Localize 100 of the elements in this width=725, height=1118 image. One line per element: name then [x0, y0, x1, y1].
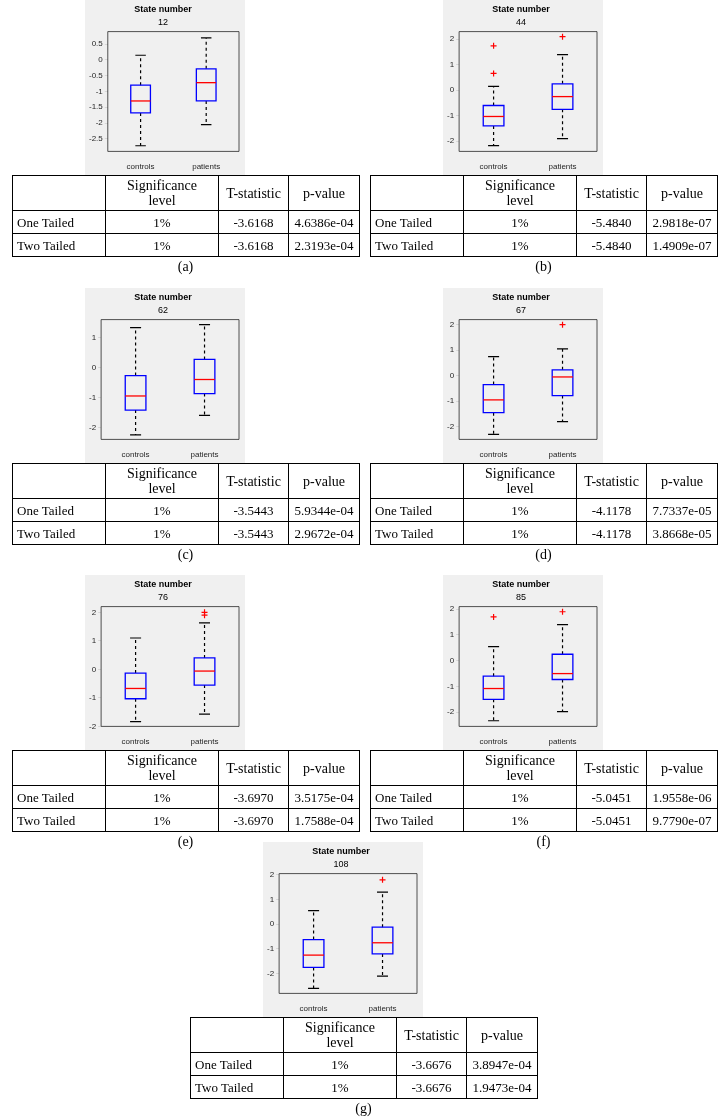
text: p-value	[288, 750, 360, 786]
text: 2.3193e-04	[288, 233, 360, 257]
text: 3.5175e-04	[288, 785, 360, 809]
y-tick-label: 1	[91, 636, 97, 646]
y-tick-label: 1	[269, 894, 275, 904]
text: p-value	[646, 463, 718, 499]
chart-title: State number	[492, 291, 551, 302]
text: 1%	[105, 808, 219, 832]
x-tick-label: controls	[121, 450, 150, 460]
y-tick-label: 2	[449, 604, 455, 614]
y-tick-label: -0.5	[88, 70, 104, 80]
text: (f)	[535, 834, 552, 850]
text: -3.6970	[218, 785, 289, 809]
text: p-value	[288, 463, 360, 499]
text: 3.8668e-05	[646, 521, 718, 545]
y-tick-label: 0	[449, 85, 455, 95]
text: One Tailed	[190, 1052, 284, 1076]
text: (d)	[534, 547, 553, 563]
text: -3.6970	[218, 808, 289, 832]
text: p-value	[466, 1017, 538, 1053]
y-tick-label: 2	[449, 319, 455, 329]
text: 1%	[105, 210, 219, 234]
y-tick-label: -1	[95, 86, 104, 96]
text: 1%	[463, 210, 577, 234]
y-tick-label: 2	[269, 870, 275, 880]
y-tick-label: -2	[95, 118, 104, 128]
text: p-value	[288, 175, 360, 211]
text: Significance level	[463, 463, 577, 499]
y-tick-label: -2	[88, 721, 97, 731]
chart-subtitle: 62	[157, 304, 169, 315]
text: One Tailed	[12, 210, 106, 234]
y-tick-label: 0	[91, 664, 97, 674]
chart-subtitle: 12	[157, 16, 169, 27]
text: 1%	[463, 233, 577, 257]
text: One Tailed	[370, 210, 464, 234]
y-tick-label: -1	[88, 693, 97, 703]
text: 7.7337e-05	[646, 498, 718, 522]
text: One Tailed	[12, 498, 106, 522]
x-tick-label: patients	[368, 1004, 397, 1014]
text: Two Tailed	[190, 1075, 284, 1099]
y-tick-label: -1	[446, 681, 455, 691]
text: 1%	[283, 1052, 397, 1076]
text: 4.6386e-04	[288, 210, 360, 234]
text: One Tailed	[12, 785, 106, 809]
x-tick-label: controls	[299, 1004, 328, 1014]
text: p-value	[646, 750, 718, 786]
y-tick-label: 0	[449, 655, 455, 665]
text: 1%	[105, 785, 219, 809]
text: Two Tailed	[370, 233, 464, 257]
x-tick-label: controls	[479, 162, 508, 172]
y-tick-label: 1	[91, 332, 97, 342]
chart-subtitle: 76	[157, 591, 169, 602]
text: T-statistic	[218, 750, 289, 786]
text: One Tailed	[370, 785, 464, 809]
chart-title: State number	[492, 3, 551, 14]
text: T-statistic	[576, 175, 647, 211]
chart-subtitle: 85	[515, 591, 527, 602]
chart-title: State number	[312, 845, 371, 856]
y-tick-label: -2	[88, 422, 97, 432]
text: (a)	[176, 259, 195, 275]
x-tick-label: patients	[190, 450, 219, 460]
y-tick-label: -1	[266, 944, 275, 954]
text: Significance level	[463, 175, 577, 211]
text: (g)	[354, 1101, 373, 1117]
text: 1%	[283, 1075, 397, 1099]
text: 1%	[463, 521, 577, 545]
text: 2.9672e-04	[288, 521, 360, 545]
text: T-statistic	[576, 463, 647, 499]
y-tick-label: 1	[449, 59, 455, 69]
y-tick-label: 2	[91, 607, 97, 617]
x-tick-label: patients	[548, 162, 577, 172]
y-tick-label: -2	[446, 707, 455, 717]
x-tick-label: patients	[548, 737, 577, 747]
text: 1.9558e-06	[646, 785, 718, 809]
text: 1%	[463, 498, 577, 522]
text: -3.5443	[218, 521, 289, 545]
chart-subtitle: 44	[515, 16, 527, 27]
y-tick-label: 0	[98, 55, 104, 65]
x-tick-label: controls	[126, 162, 155, 172]
y-tick-label: -2	[446, 136, 455, 146]
chart-title: State number	[492, 578, 551, 589]
y-tick-label: -1	[446, 110, 455, 120]
text: 3.8947e-04	[466, 1052, 538, 1076]
text: T-statistic	[396, 1017, 467, 1053]
text: T-statistic	[576, 750, 647, 786]
text: (c)	[176, 547, 195, 563]
text: 2.9818e-07	[646, 210, 718, 234]
text: One Tailed	[370, 498, 464, 522]
text: -5.0451	[576, 808, 647, 832]
x-tick-label: controls	[479, 737, 508, 747]
y-tick-label: 1	[449, 630, 455, 640]
x-tick-label: patients	[548, 450, 577, 460]
text: 1.9473e-04	[466, 1075, 538, 1099]
text: (b)	[534, 259, 553, 275]
text: 1%	[105, 498, 219, 522]
chart-title: State number	[134, 578, 193, 589]
text: 1%	[463, 785, 577, 809]
text: 5.9344e-04	[288, 498, 360, 522]
text: 1.7588e-04	[288, 808, 360, 832]
text: p-value	[646, 175, 718, 211]
